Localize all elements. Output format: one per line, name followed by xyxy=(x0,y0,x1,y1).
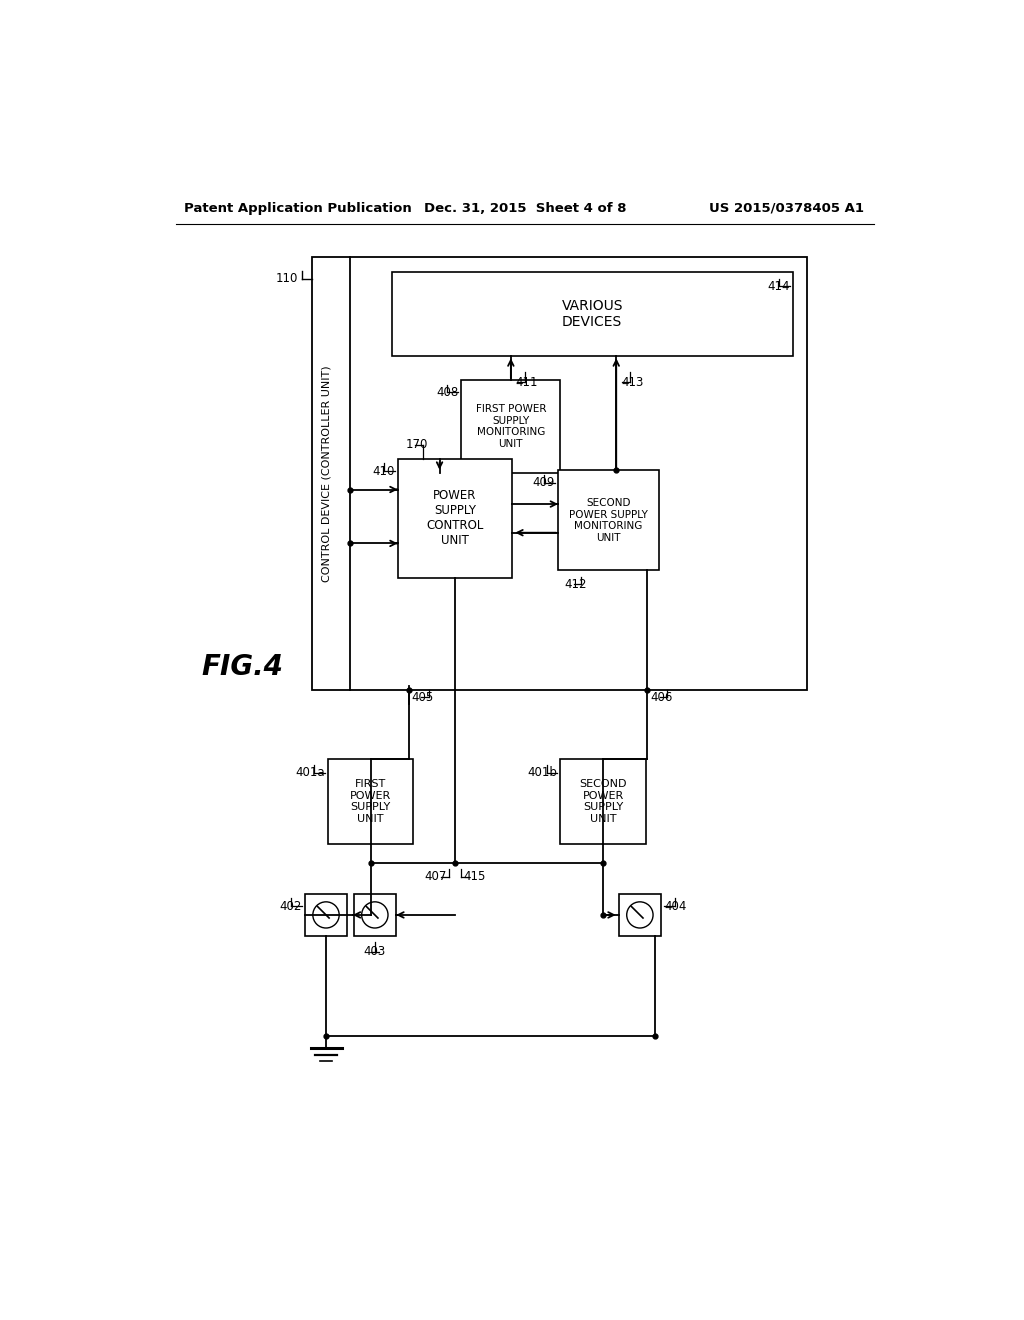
Bar xyxy=(397,459,512,578)
Bar xyxy=(558,470,658,570)
Text: 406: 406 xyxy=(650,690,673,704)
Bar xyxy=(391,272,793,355)
Text: CONTROL DEVICE (CONTROLLER UNIT): CONTROL DEVICE (CONTROLLER UNIT) xyxy=(322,366,332,582)
Text: FIRST POWER
SUPPLY
MONITORING
UNIT: FIRST POWER SUPPLY MONITORING UNIT xyxy=(475,404,546,449)
Text: US 2015/0378405 A1: US 2015/0378405 A1 xyxy=(710,202,864,215)
Text: 408: 408 xyxy=(436,385,458,399)
Text: 402: 402 xyxy=(280,899,302,912)
Text: SECOND
POWER
SUPPLY
UNIT: SECOND POWER SUPPLY UNIT xyxy=(580,779,627,824)
Text: 405: 405 xyxy=(412,690,434,704)
Bar xyxy=(353,894,396,936)
Bar xyxy=(305,894,347,936)
Text: 403: 403 xyxy=(364,945,386,958)
Text: 110: 110 xyxy=(276,272,299,285)
Text: FIRST
POWER
SUPPLY
UNIT: FIRST POWER SUPPLY UNIT xyxy=(350,779,391,824)
Text: 410: 410 xyxy=(373,465,394,478)
Text: 413: 413 xyxy=(621,376,643,389)
Text: SECOND
POWER SUPPLY
MONITORING
UNIT: SECOND POWER SUPPLY MONITORING UNIT xyxy=(569,498,648,543)
Text: Patent Application Publication: Patent Application Publication xyxy=(183,202,412,215)
Text: FIG.4: FIG.4 xyxy=(202,652,284,681)
Text: 415: 415 xyxy=(463,870,485,883)
Circle shape xyxy=(313,902,339,928)
Text: 401a: 401a xyxy=(295,767,325,779)
Circle shape xyxy=(627,902,653,928)
Text: 404: 404 xyxy=(665,899,687,912)
Text: Dec. 31, 2015  Sheet 4 of 8: Dec. 31, 2015 Sheet 4 of 8 xyxy=(424,202,626,215)
Text: POWER
SUPPLY
CONTROL
UNIT: POWER SUPPLY CONTROL UNIT xyxy=(426,490,483,548)
Text: 170: 170 xyxy=(406,438,428,451)
Text: 414: 414 xyxy=(767,280,790,293)
Circle shape xyxy=(361,902,388,928)
Bar xyxy=(461,380,560,473)
Text: 412: 412 xyxy=(564,578,587,591)
Text: 411: 411 xyxy=(515,376,538,389)
Bar xyxy=(618,894,662,936)
Bar xyxy=(560,759,646,843)
Bar xyxy=(312,257,807,689)
Text: VARIOUS
DEVICES: VARIOUS DEVICES xyxy=(561,298,623,329)
Text: 409: 409 xyxy=(532,477,555,490)
Text: 407: 407 xyxy=(425,870,446,883)
Text: 401b: 401b xyxy=(527,767,557,779)
Bar xyxy=(328,759,414,843)
